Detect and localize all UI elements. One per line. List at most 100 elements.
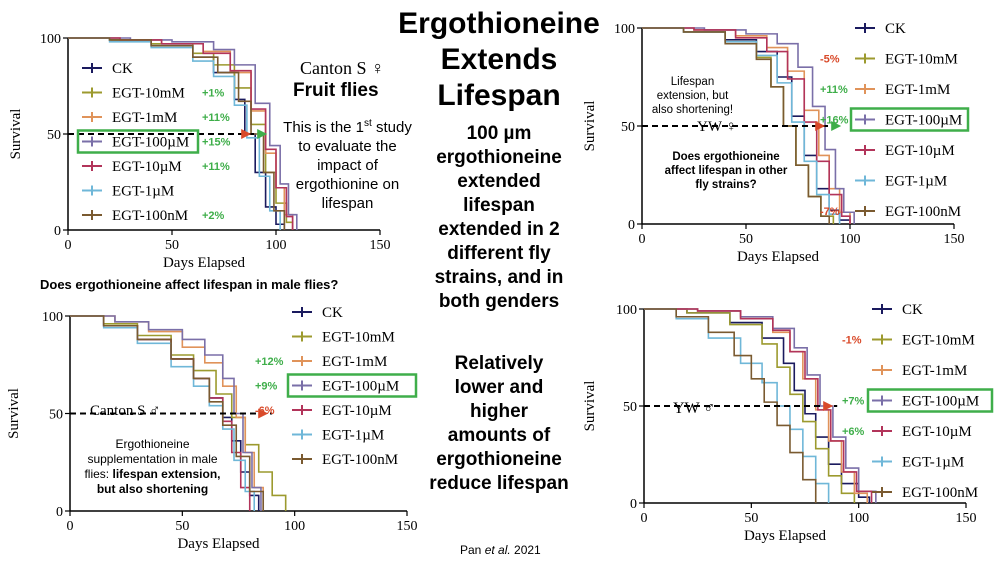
survival-curve [68, 37, 294, 230]
strain-label-br: YW ♂ [673, 400, 716, 417]
legend-label: EGT-10mM [112, 86, 185, 102]
first-study-note: This is the 1st study to evaluate the im… [283, 118, 412, 212]
survival-curve [644, 308, 856, 503]
legend-label: EGT-1µM [322, 428, 384, 444]
x-tick-label: 50 [739, 232, 753, 247]
legend-percent-change: +9% [255, 381, 278, 393]
y-tick-label: 100 [40, 32, 61, 47]
question-bl: Does ergothioneine affect lifespan in ma… [40, 277, 339, 292]
y-axis-label: Survival [582, 101, 598, 152]
survival-curve [644, 308, 873, 503]
x-tick-label: 100 [266, 238, 287, 253]
y-tick-label: 50 [49, 408, 63, 423]
median-arrow-red [258, 408, 269, 419]
legend-percent-change: +2% [202, 210, 225, 222]
y-tick-label: 100 [616, 303, 637, 318]
center-conclusion: Relatively lower and higher amounts of e… [398, 352, 600, 496]
x-tick-label: 50 [165, 238, 179, 253]
legend-percent-change: +1% [202, 88, 225, 100]
chart-bottom-left: 0 50 100 0 50 100 150 Days Elapsed Survival CK EGT… [6, 305, 418, 552]
x-tick-label: 150 [370, 238, 391, 253]
median-arrow-red [241, 129, 252, 139]
x-tick-label: 100 [840, 232, 861, 247]
x-axis-label: Days Elapsed [737, 249, 820, 265]
x-tick-label: 150 [397, 519, 418, 534]
survival-curve [642, 27, 851, 224]
summary-line: strains, and in [434, 267, 564, 288]
y-axis-label: Survival [6, 388, 22, 439]
legend-percent-change: +15% [202, 137, 231, 149]
strain-label-tr: YW ♀ [697, 119, 737, 135]
legend-label: EGT-10µM [322, 403, 392, 419]
survival-curve [642, 27, 830, 224]
chart-bottom-right: 0 50 100 0 50 100 150 Days Elapsed Survival CK EGT… [582, 302, 994, 544]
x-tick-label: 150 [944, 232, 965, 247]
x-tick-label: 0 [65, 238, 72, 253]
legend-label: EGT-1µM [885, 174, 947, 190]
legend-label: EGT-100µM [112, 135, 189, 151]
chart-top-right: 0 50 100 0 50 100 150 Days Elapsed Survival CK EGT… [582, 21, 970, 265]
summary-line: different fly [447, 243, 551, 264]
x-tick-label: 150 [956, 511, 977, 526]
survival-curve [70, 315, 265, 511]
main-title: Ergothioneine Extends Lifespan [388, 6, 610, 114]
x-tick-label: 0 [639, 232, 646, 247]
x-axis-label: Days Elapsed [744, 528, 827, 544]
question-tr: Does ergothioneine affect lifespan in ot… [664, 151, 788, 191]
legend-percent-change: +7% [842, 396, 865, 408]
legend-label: CK [902, 302, 923, 318]
legend-label: EGT-1mM [322, 354, 387, 370]
legend-highlight-box [286, 373, 418, 398]
legend-percent-change: +11% [820, 84, 848, 96]
x-tick-label: 100 [284, 519, 305, 534]
male-note-bl: Ergothioneine supplementation in male fl… [84, 437, 221, 496]
title-line: Lifespan [437, 79, 561, 112]
fruit-flies-heading: Fruit flies [293, 80, 379, 101]
y-tick-label: 0 [628, 218, 635, 233]
y-tick-label: 0 [54, 224, 61, 239]
legend-highlight-box [849, 107, 970, 132]
y-tick-label: 50 [47, 128, 61, 143]
legend-label: EGT-1mM [902, 363, 967, 379]
legend-percent-change: -7% [820, 206, 840, 218]
legend-percent-change: -1% [842, 335, 862, 347]
title-line: Extends [440, 43, 558, 76]
conclusion-line: lower and [454, 377, 544, 398]
summary-line: ergothioneine [436, 147, 562, 168]
summary-line: extended [457, 171, 541, 192]
survival-curve [642, 27, 855, 224]
legend-label: EGT-100µM [902, 394, 979, 410]
legend-percent-change: -5% [820, 54, 840, 66]
legend-percent-change: +11% [202, 112, 230, 124]
conclusion-line: higher [469, 401, 529, 422]
legend-label: EGT-10mM [902, 333, 975, 349]
summary-line: extended in 2 [438, 219, 560, 240]
median-arrow-green [257, 129, 268, 139]
legend-percent-change: +6% [842, 426, 865, 438]
survival-curve [642, 27, 841, 224]
y-tick-label: 100 [42, 310, 63, 325]
conclusion-line: Relatively [454, 353, 544, 374]
legend-label: EGT-10µM [112, 159, 182, 175]
legend-label: CK [885, 21, 906, 37]
legend-label: EGT-100nM [902, 485, 978, 501]
center-summary: 100 µm ergothioneine extended lifespan e… [398, 122, 600, 314]
median-arrow-red [823, 401, 834, 411]
title-line: Ergothioneine [398, 7, 600, 40]
legend-label: EGT-10mM [885, 52, 958, 68]
conclusion-line: reduce lifespan [429, 473, 569, 494]
y-axis-label: Survival [582, 381, 598, 432]
legend-percent-change: +11% [202, 161, 230, 173]
legend-highlight-box [76, 129, 200, 154]
legend-percent-change: -6% [255, 405, 275, 417]
legend-label: EGT-100µM [322, 379, 399, 395]
median-arrow-red [815, 121, 826, 131]
y-tick-label: 50 [621, 120, 635, 135]
legend-percent-change: +16% [820, 115, 849, 127]
summary-line: lifespan [463, 195, 535, 216]
survival-curve [68, 37, 286, 230]
conclusion-line: amounts of [447, 425, 551, 446]
legend-label: EGT-10µM [885, 143, 955, 159]
x-tick-label: 0 [67, 519, 74, 534]
